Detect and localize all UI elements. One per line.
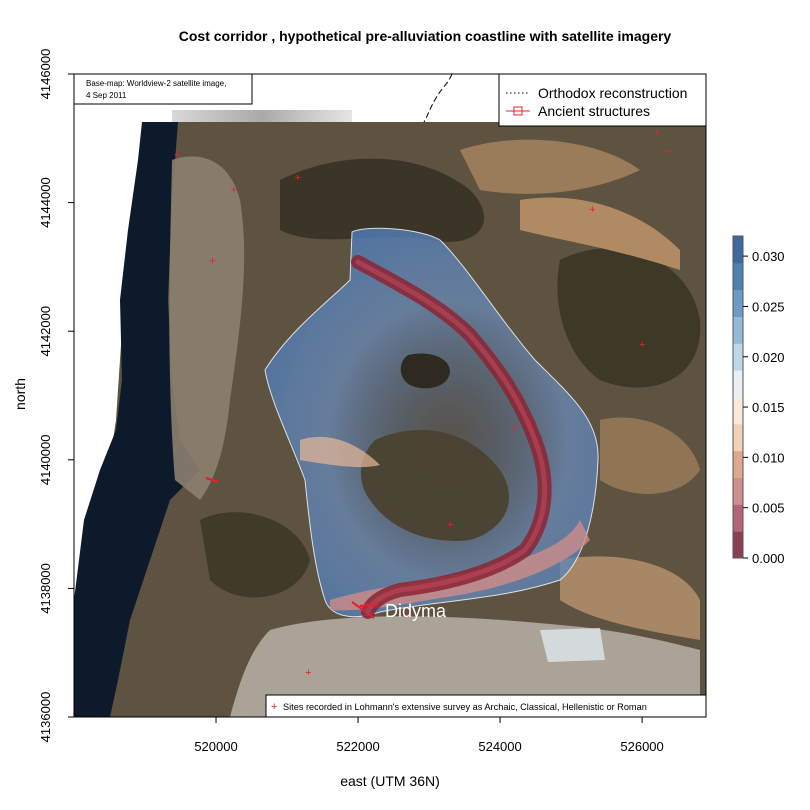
y-tick-label: 4138000 <box>38 563 53 614</box>
site-marker: + <box>664 146 670 158</box>
sites-legend-label: Sites recorded in Lohmann's extensive su… <box>283 702 647 712</box>
cost-corridor <box>205 74 599 619</box>
sea-area <box>74 122 200 717</box>
site-marker: + <box>639 339 645 351</box>
x-axis-label: east (UTM 36N) <box>340 773 440 789</box>
x-axis: 520000 522000 524000 526000 <box>194 717 664 754</box>
x-tick-label: 520000 <box>194 739 237 754</box>
colorbar-tick-label: 0.005 <box>752 501 785 516</box>
site-marker: + <box>294 172 300 184</box>
legend-item-structures: Ancient structures <box>538 103 650 119</box>
x-tick-label: 526000 <box>620 739 663 754</box>
site-marker: + <box>405 609 411 621</box>
colorbar-tick-label: 0.025 <box>752 299 785 314</box>
basemap-note-line1: Base-map: Worldview-2 satellite image, <box>86 79 226 88</box>
legend: Orthodox reconstruction Ancient structur… <box>498 73 707 127</box>
colorbar-swatch <box>733 477 743 505</box>
site-marker: + <box>231 185 237 197</box>
colorbar-swatch <box>733 370 743 398</box>
legend-item-orthodox: Orthodox reconstruction <box>538 85 687 101</box>
y-tick-label: 4140000 <box>38 434 53 485</box>
site-marker: + <box>653 127 659 139</box>
y-tick-label: 4146000 <box>38 49 53 100</box>
site-marker: + <box>589 204 595 216</box>
place-label-didyma: Didyma <box>385 601 447 621</box>
corridor-outer <box>265 228 599 617</box>
colorbar-tick-label: 0.010 <box>752 450 785 465</box>
colorbar-tick-label: 0.020 <box>752 350 785 365</box>
y-axis: 4136000 4138000 4140000 4142000 4144000 41460… <box>38 49 74 743</box>
orthodox-reconstruction-line <box>423 74 453 123</box>
basemap-note-line2: 4 Sep 2011 <box>86 91 127 100</box>
colorbar-swatch <box>733 504 743 532</box>
site-marker: + <box>305 667 311 679</box>
basemap-note: Base-map: Worldview-2 satellite image, 4… <box>73 73 253 105</box>
colorbar-swatch <box>733 236 743 264</box>
colorbar-tick-label: 0.030 <box>752 249 785 264</box>
site-marker: + <box>511 423 517 435</box>
colorbar-swatch <box>733 423 743 452</box>
site-marker: + <box>174 149 180 161</box>
colorbar-swatch <box>733 531 743 559</box>
y-tick-label: 4142000 <box>38 306 53 357</box>
y-tick-label: 4136000 <box>38 692 53 743</box>
colorbar-tick-label: 0.000 <box>752 551 785 566</box>
site-marker: + <box>447 519 453 531</box>
colorbar-swatch <box>733 450 743 478</box>
colorbar-tick-label: 0.015 <box>752 400 785 415</box>
map-title: Cost corridor , hypothetical pre-alluvia… <box>178 28 672 44</box>
y-axis-label: north <box>12 378 28 410</box>
colorbar-swatch <box>733 262 743 291</box>
sites-legend: + Sites recorded in Lohmann's extensive … <box>265 694 707 718</box>
ancient-structures <box>351 601 379 619</box>
site-marker: + <box>525 416 531 428</box>
x-tick-label: 524000 <box>478 739 521 754</box>
colorbar-frame <box>732 235 744 559</box>
site-marker: + <box>209 255 215 267</box>
colorbar-swatch <box>733 343 743 371</box>
y-tick-label: 4144000 <box>38 177 53 228</box>
colorbar-swatch <box>733 316 743 344</box>
inner-hill <box>360 430 509 541</box>
survey-sites: + + + + + + + + + + + + + <box>174 127 670 679</box>
sites-legend-symbol: + <box>271 701 277 713</box>
corridor-outline <box>264 227 599 618</box>
x-tick-label: 522000 <box>336 739 379 754</box>
colorbar: 0.000 0.005 0.010 0.015 0.020 0.025 0.030 <box>732 235 785 566</box>
colorbar-swatch <box>733 397 743 425</box>
colorbar-swatch <box>733 289 743 317</box>
